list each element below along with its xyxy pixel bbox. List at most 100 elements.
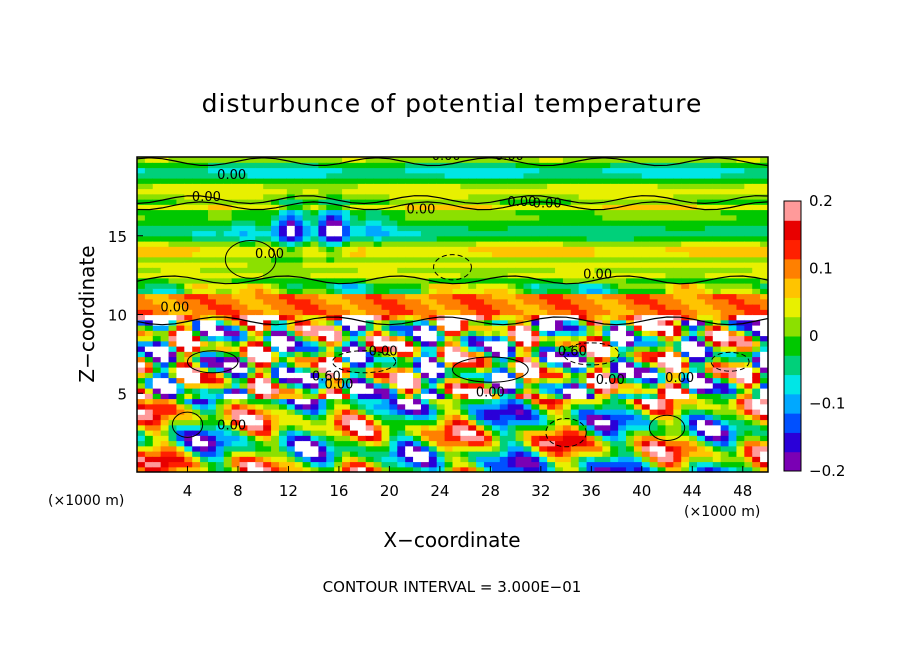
heatmap-cell xyxy=(657,356,667,363)
heatmap-cell xyxy=(728,393,738,400)
heatmap-cell xyxy=(720,419,730,426)
heatmap-cell xyxy=(523,277,532,284)
contour-label: 0.00 xyxy=(255,247,284,262)
heatmap-cell xyxy=(326,335,335,342)
heatmap-cell xyxy=(413,451,422,457)
heatmap-cell xyxy=(712,319,722,326)
heatmap-cell xyxy=(255,351,264,358)
heatmap-cell xyxy=(310,267,320,274)
heatmap-cell xyxy=(137,256,146,263)
heatmap-cell xyxy=(373,230,383,237)
heatmap-cell xyxy=(271,361,280,368)
heatmap-cell xyxy=(215,178,225,184)
heatmap-cell xyxy=(144,335,154,342)
heatmap-cell xyxy=(712,398,722,405)
heatmap-cell xyxy=(271,346,280,352)
heatmap-cell xyxy=(744,256,753,263)
heatmap-cell xyxy=(294,272,304,279)
heatmap-cell xyxy=(507,193,517,200)
heatmap-cell xyxy=(578,430,588,436)
heatmap-cell xyxy=(231,262,241,268)
heatmap-cell xyxy=(728,199,738,205)
heatmap-cell xyxy=(373,382,383,389)
x-tick-label: 8 xyxy=(233,482,243,500)
heatmap-cell xyxy=(752,393,761,400)
heatmap-cell xyxy=(562,251,572,258)
contour-label: 0.00 xyxy=(160,300,189,315)
heatmap-cell xyxy=(239,272,249,279)
heatmap-cell xyxy=(223,325,233,331)
heatmap-cell xyxy=(144,424,154,431)
heatmap-cell xyxy=(618,183,627,190)
heatmap-cell xyxy=(420,204,430,211)
heatmap-cell xyxy=(176,461,185,468)
heatmap-cell xyxy=(712,419,722,426)
heatmap-cell xyxy=(271,209,280,216)
heatmap-cell xyxy=(428,393,438,400)
heatmap-cell xyxy=(689,388,698,394)
heatmap-cell xyxy=(499,445,509,452)
heatmap-cell xyxy=(452,230,461,237)
heatmap-cell xyxy=(760,466,768,472)
heatmap-cell xyxy=(460,304,469,310)
heatmap-cell xyxy=(373,267,383,274)
heatmap-cell xyxy=(389,214,398,221)
heatmap-cell xyxy=(405,272,414,279)
heatmap-cell xyxy=(349,398,359,405)
heatmap-cell xyxy=(602,382,611,389)
heatmap-cell xyxy=(389,419,398,426)
heatmap-cell xyxy=(744,377,753,384)
heatmap-cell xyxy=(539,188,548,195)
heatmap-cell xyxy=(697,283,706,289)
heatmap-cell xyxy=(602,325,611,331)
heatmap-cell xyxy=(610,325,619,331)
heatmap-cell xyxy=(594,283,603,289)
heatmap-cell xyxy=(302,288,312,295)
heatmap-cell xyxy=(381,356,390,363)
heatmap-cell xyxy=(562,214,572,221)
heatmap-cell xyxy=(476,456,485,463)
heatmap-cell xyxy=(523,283,532,289)
contour-label: 0.60 xyxy=(312,370,341,385)
heatmap-cell xyxy=(499,346,509,352)
heatmap-cell xyxy=(294,340,304,347)
heatmap-cell xyxy=(531,409,540,415)
heatmap-cell xyxy=(618,230,627,237)
heatmap-cell xyxy=(468,256,477,263)
heatmap-cell xyxy=(736,398,745,405)
heatmap-cell xyxy=(736,172,745,179)
heatmap-cell xyxy=(192,393,201,400)
heatmap-cell xyxy=(752,398,761,405)
heatmap-cell xyxy=(168,377,178,384)
heatmap-cell xyxy=(357,272,367,279)
heatmap-cell xyxy=(618,361,627,368)
heatmap-cell xyxy=(207,461,217,468)
heatmap-cell xyxy=(160,209,170,216)
heatmap-cell xyxy=(578,225,588,232)
heatmap-cell xyxy=(665,251,674,258)
heatmap-cell xyxy=(476,256,485,263)
heatmap-cell xyxy=(263,466,272,472)
heatmap-cell xyxy=(594,451,603,457)
heatmap-cell xyxy=(389,466,398,472)
heatmap-cell xyxy=(697,435,706,442)
heatmap-cell xyxy=(278,193,288,200)
heatmap-cell xyxy=(752,293,761,300)
heatmap-cell xyxy=(720,193,730,200)
heatmap-cell xyxy=(736,251,745,258)
heatmap-cell xyxy=(144,319,154,326)
colorbar-segment xyxy=(784,355,801,376)
heatmap-cell xyxy=(263,193,272,200)
heatmap-cell xyxy=(681,445,690,452)
heatmap-cell xyxy=(436,256,446,263)
heatmap-cell xyxy=(491,235,501,242)
heatmap-cell xyxy=(271,262,280,268)
heatmap-cell xyxy=(373,372,383,379)
heatmap-cell xyxy=(310,256,320,263)
heatmap-cell xyxy=(389,251,398,258)
heatmap-cell xyxy=(547,346,556,352)
heatmap-cell xyxy=(523,393,532,400)
heatmap-cell xyxy=(697,183,706,190)
heatmap-cell xyxy=(539,340,548,347)
heatmap-cell xyxy=(160,235,170,242)
